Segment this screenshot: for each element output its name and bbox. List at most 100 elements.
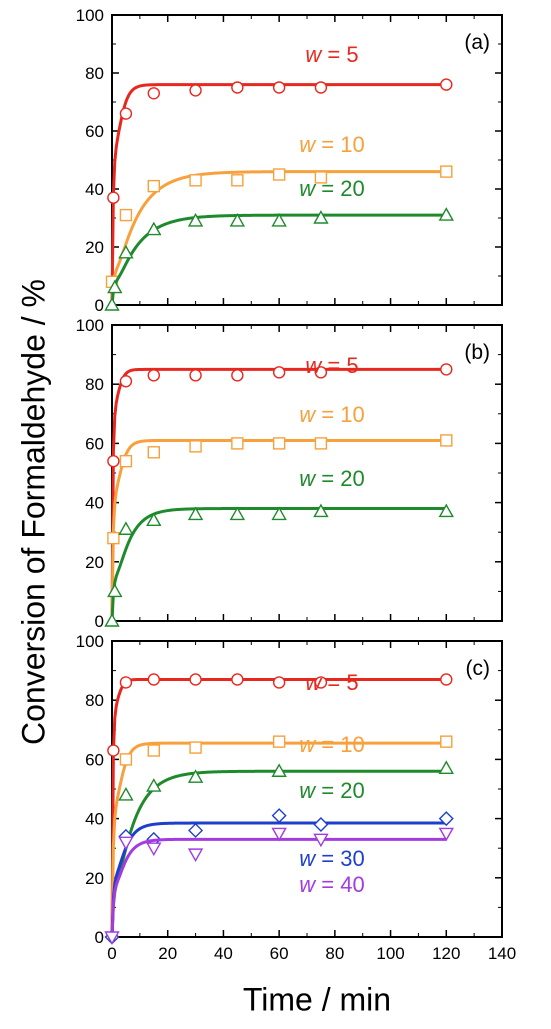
data-point-circle [314, 676, 328, 689]
data-point-triangle [313, 210, 329, 224]
series-label-variable: w [299, 176, 317, 201]
x-tick-label: 0 [107, 944, 116, 963]
data-point-triangle-down [187, 848, 204, 863]
data-point-diamond [271, 808, 287, 824]
data-point-triangle [118, 786, 134, 801]
series: w = 20 [104, 466, 454, 627]
data-point-circle [231, 673, 244, 686]
y-tick-label: 100 [76, 6, 104, 25]
x-tick-label: 20 [158, 944, 177, 963]
series-label-value: = 40 [315, 872, 365, 897]
x-tick-label: 80 [325, 944, 344, 963]
data-point-square [314, 437, 328, 450]
y-tick-label: 80 [85, 691, 104, 710]
data-point-square [189, 440, 202, 453]
series-label-value: = 5 [321, 353, 358, 378]
y-tick-label: 20 [85, 553, 104, 572]
data-point-triangle [229, 212, 246, 227]
data-point-triangle [187, 212, 204, 227]
fit-curve [110, 367, 447, 622]
data-point-square [119, 454, 133, 468]
data-point-triangle [146, 512, 162, 527]
series-label: w = 20 [299, 778, 364, 803]
data-point-triangle [118, 521, 134, 535]
series-label-value: = 10 [315, 132, 365, 157]
data-point-triangle [146, 778, 162, 792]
series-label-value: = 20 [315, 176, 365, 201]
y-tick-label: 40 [85, 494, 104, 513]
data-point-triangle [271, 212, 287, 227]
y-tick-label: 0 [95, 928, 104, 947]
series: w = 20 [104, 176, 454, 311]
data-point-square [231, 174, 244, 187]
data-point-triangle [187, 506, 204, 521]
data-point-triangle [104, 613, 120, 627]
data-point-triangle [146, 221, 162, 236]
y-tick-label: 40 [85, 180, 104, 199]
y-tick-label: 60 [85, 434, 104, 453]
data-point-triangle [118, 244, 134, 259]
series-label: w = 10 [299, 732, 364, 757]
fit-curve [110, 769, 447, 938]
data-point-circle [107, 454, 120, 468]
data-point-triangle [229, 506, 246, 521]
series-label: w = 20 [299, 176, 364, 201]
y-tick-label: 20 [85, 238, 104, 257]
x-tick-label: 120 [432, 944, 460, 963]
series-label-value: = 5 [321, 670, 358, 695]
data-point-circle [231, 81, 244, 94]
data-point-square [272, 437, 286, 450]
y-tick-label: 0 [95, 296, 104, 315]
x-tick-label: 60 [270, 944, 289, 963]
x-tick-label: 40 [214, 944, 233, 963]
data-point-triangle-down [104, 931, 120, 945]
data-point-circle [147, 673, 160, 686]
fit-curve [110, 837, 447, 938]
fit-curve [110, 438, 447, 622]
series: w = 5 [107, 353, 453, 622]
panel-label: (b) [464, 341, 490, 364]
data-point-diamond [313, 817, 329, 833]
series-label-value: = 5 [321, 42, 358, 67]
fit-curve [110, 83, 447, 306]
x-tick-label: 140 [488, 944, 516, 963]
data-point-triangle [313, 503, 329, 518]
y-tick-label: 60 [85, 122, 104, 141]
data-point-square [119, 753, 133, 766]
data-point-triangle [271, 506, 287, 521]
series-label-variable: w [299, 402, 317, 427]
x-tick-label: 100 [376, 944, 404, 963]
data-point-triangle [107, 279, 123, 294]
series: w = 10 [110, 732, 453, 938]
series-label: w = 20 [299, 466, 364, 491]
data-point-square [147, 744, 160, 757]
series-label-value: = 30 [315, 846, 365, 871]
data-point-square [314, 171, 328, 184]
data-point-triangle-down [438, 827, 454, 842]
x-axis-label: Time / min [242, 981, 392, 1018]
data-point-circle [107, 744, 120, 757]
data-point-diamond [438, 811, 454, 827]
series: w = 10 [107, 402, 453, 622]
data-point-circle [440, 78, 453, 91]
data-point-circle [272, 676, 286, 689]
data-point-triangle [438, 207, 454, 221]
series-label-variable: w [299, 732, 317, 757]
series-label-value: = 20 [315, 778, 365, 803]
data-point-square [272, 735, 286, 748]
fit-curve [110, 213, 447, 306]
y-tick-label: 80 [85, 375, 104, 394]
data-point-square [107, 531, 120, 545]
data-point-diamond [188, 822, 204, 838]
y-tick-label: 100 [76, 632, 104, 651]
data-point-circle [147, 369, 160, 382]
y-axis-label: Conversion of Formaldehyde / % [15, 279, 52, 745]
series-label: w = 10 [299, 132, 364, 157]
fit-curve [110, 507, 447, 622]
series-label-value: = 20 [315, 466, 365, 491]
data-point-square [119, 208, 133, 222]
data-point-circle [440, 673, 453, 686]
